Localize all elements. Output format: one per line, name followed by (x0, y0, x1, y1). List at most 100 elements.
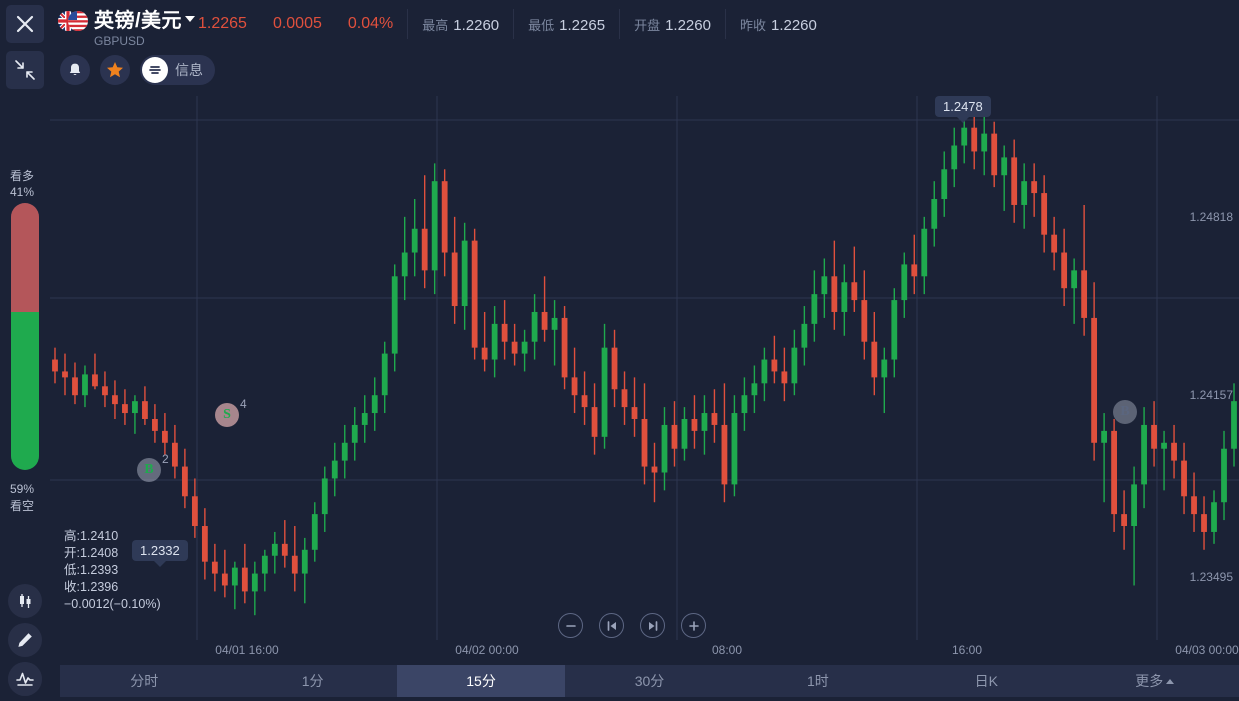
quote-stats: 1.2265 0.0005 0.04% 最高 1.2260 最低 1.2265 … (198, 9, 817, 39)
stat-low-label: 最低 (528, 17, 555, 33)
tag-tail (153, 561, 166, 567)
step-forward-button[interactable] (640, 613, 665, 638)
ohlc-open: 开:1.2408 (64, 546, 119, 560)
info-label: 信息 (175, 62, 203, 78)
candlestick-svg (50, 96, 1239, 640)
marker-halo (137, 458, 161, 482)
chevron-down-icon[interactable] (185, 15, 196, 22)
bull-percent: 41% (10, 185, 35, 199)
tab-label: 更多 (1135, 673, 1164, 689)
favorite-button[interactable] (100, 55, 130, 85)
tab-2[interactable]: 15分 (396, 665, 566, 697)
price-change: 0.0005 (272, 15, 322, 32)
collapse-button[interactable] (6, 51, 44, 89)
tab-label: 分时 (130, 673, 159, 689)
tab-label: 日K (974, 673, 998, 689)
peak-price-tag: 1.2478 (935, 96, 991, 123)
y-axis-label: 1.24157 (1189, 388, 1233, 402)
skip-forward-icon (648, 620, 657, 631)
marker-halo (215, 403, 239, 427)
trade-marker-buy[interactable]: B (1113, 400, 1137, 424)
x-axis-label: 04/02 00:00 (455, 643, 519, 657)
x-axis-label: 16:00 (951, 643, 983, 657)
ohlc-low: 低:1.2393 (64, 563, 119, 577)
tab-1[interactable]: 1分 (228, 665, 396, 697)
indicator-icon (16, 672, 34, 686)
skip-back-icon (607, 620, 616, 631)
alarm-button[interactable] (60, 55, 90, 85)
zoom-out-button[interactable] (558, 613, 583, 638)
price-chart[interactable]: 1.24818 1.24157 1.23495 1.2478 1.2332 高:… (50, 96, 1239, 640)
trade-marker-buy[interactable]: B 2 (137, 452, 169, 482)
tab-3[interactable]: 30分 (565, 665, 733, 697)
ohlc-high: 高:1.2410 (64, 529, 119, 543)
list-lines-icon (142, 57, 168, 83)
sentiment-rail: 看多 41% 59% 看空 (0, 96, 50, 696)
last-price: 1.2265 (198, 15, 247, 32)
tab-label: 30分 (634, 673, 665, 689)
close-icon (16, 15, 34, 33)
x-axis-label: 04/01 16:00 (215, 643, 279, 657)
symbol-block[interactable]: 英镑/美元 GBPUSD (94, 4, 196, 48)
pencil-draw-icon (18, 633, 32, 647)
chart-toolbar: 信息 (60, 55, 215, 85)
x-axis-label: 04/03 00:00 (1175, 643, 1239, 657)
symbol-name: 英镑/美元 (94, 10, 183, 32)
candlestick-chart-type-icon (20, 594, 31, 608)
ohlc-tooltip: 高:1.2410 开:1.2408 低:1.2393 收:1.2396 −0.0… (64, 528, 161, 613)
tab-label: 1时 (807, 673, 829, 689)
info-button[interactable]: 信息 (140, 55, 215, 85)
x-axis-label: 08:00 (711, 643, 743, 657)
tab-0[interactable]: 分时 (60, 665, 228, 697)
tab-label: 1分 (301, 673, 324, 689)
timeframe-tabbar: 分时 1分 15分 30分 1时 日K 更多 (60, 665, 1239, 697)
crosshair-price-tag: 1.2332 (132, 540, 188, 567)
tab-4[interactable]: 1时 (734, 665, 902, 697)
trade-marker-sell[interactable]: S 4 (215, 397, 247, 427)
step-back-button[interactable] (599, 613, 624, 638)
stat-high: 最高 1.2260 (422, 15, 499, 34)
stat-high-label: 最高 (422, 17, 449, 33)
symbol-code: GBPUSD (94, 34, 145, 48)
bear-label: 看空 (10, 499, 35, 513)
sell-marker-icon: S (223, 407, 231, 422)
ohlc-close: 收:1.2396 (64, 580, 119, 594)
gb-us-flag-icon (58, 11, 88, 31)
stat-open: 开盘 1.2260 (634, 15, 711, 34)
price-change-percent: 0.04% (347, 15, 394, 32)
minus-icon (565, 624, 576, 627)
y-axis-label: 1.24818 (1189, 210, 1233, 224)
stat-prev-close-value: 1.2260 (770, 16, 817, 34)
indicator-button[interactable] (8, 662, 42, 696)
divider (513, 9, 515, 39)
tab-label: 15分 (466, 673, 496, 689)
star-icon (107, 62, 123, 78)
zoom-in-button[interactable] (681, 613, 706, 638)
marker-count: 4 (240, 397, 247, 411)
draw-tool-button[interactable] (8, 623, 42, 657)
tab-5[interactable]: 日K (902, 665, 1070, 697)
stat-prev-close: 昨收 1.2260 (740, 15, 817, 34)
stat-high-value: 1.2260 (453, 16, 500, 34)
sentiment-bar[interactable] (11, 203, 39, 470)
stat-open-label: 开盘 (634, 17, 661, 33)
stat-low-value: 1.2265 (559, 16, 606, 34)
tab-6[interactable]: 更多 (1071, 665, 1239, 697)
header-bar: 英镑/美元 GBPUSD 1.2265 0.0005 0.04% 最高 1.22… (0, 0, 1239, 48)
plus-icon (688, 620, 699, 631)
stat-low: 最低 1.2265 (528, 15, 605, 34)
stat-open-value: 1.2260 (665, 16, 711, 34)
stat-prev-close-label: 昨收 (739, 17, 766, 33)
marker-halo (1113, 400, 1137, 424)
chevron-up-icon (1166, 678, 1175, 684)
marker-count: 2 (162, 452, 169, 466)
buy-marker-icon: B (1120, 404, 1130, 419)
candlestick-chart-type-button[interactable] (8, 584, 42, 618)
ohlc-change: −0.0012(−0.10%) (64, 597, 161, 611)
close-button[interactable] (6, 5, 44, 43)
bear-percent: 59% (10, 482, 35, 496)
bull-label: 看多 (10, 169, 35, 183)
sentiment-bear-segment (11, 312, 39, 470)
collapse-arrows-icon (15, 60, 35, 80)
